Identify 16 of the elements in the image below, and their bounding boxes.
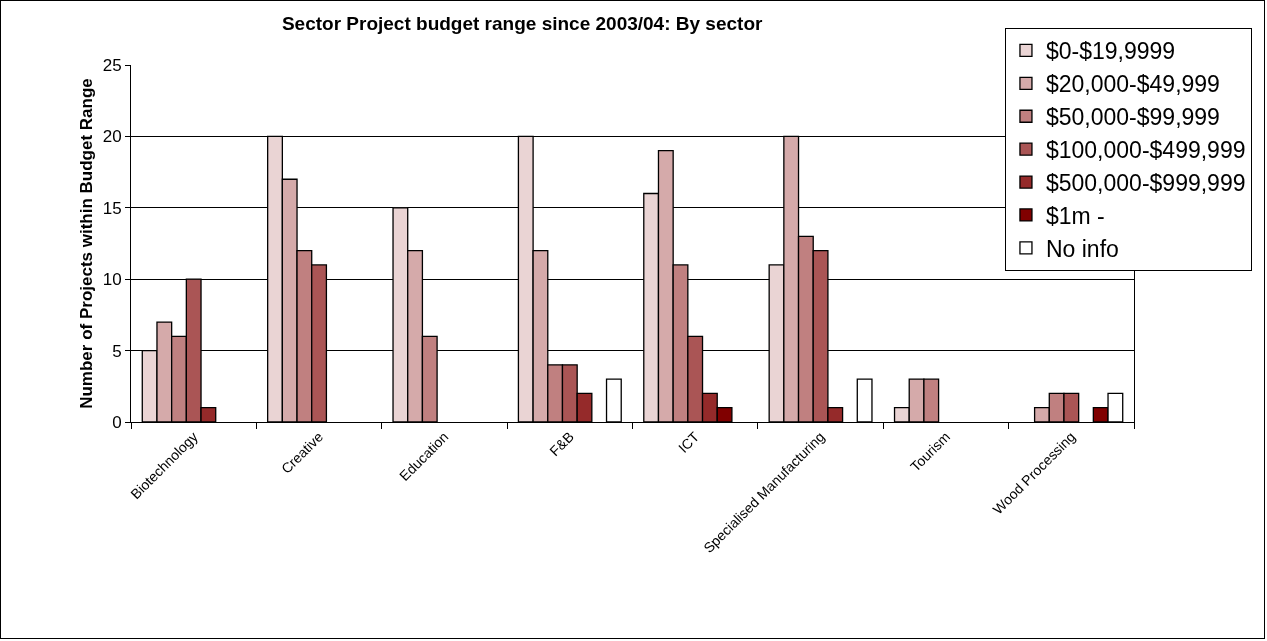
y-tick-label: 0 [112,412,122,432]
y-tick-label: 10 [102,270,122,290]
y-tick-label: 20 [102,127,122,147]
y-tick-label: 5 [112,341,122,361]
legend-label: No info [1045,235,1119,262]
legend-label: $1m - [1045,202,1105,229]
legend-label: $100,000-$499,999 [1045,137,1246,164]
x-tick-label: ICT [674,428,703,456]
legend-label: $0-$19,9999 [1045,38,1176,65]
y-axis-title: Number of Projects within Budget Range [77,78,97,409]
y-tick-label: 25 [102,55,122,75]
y-tick-label: 15 [102,198,122,218]
legend-label: $20,000-$49,999 [1045,71,1220,98]
legend-label: $50,000-$99,999 [1045,104,1220,131]
chart-title: Sector Project budget range since 2003/04: By sector [281,12,764,34]
legend-label: $500,000-$999,999 [1045,170,1246,197]
